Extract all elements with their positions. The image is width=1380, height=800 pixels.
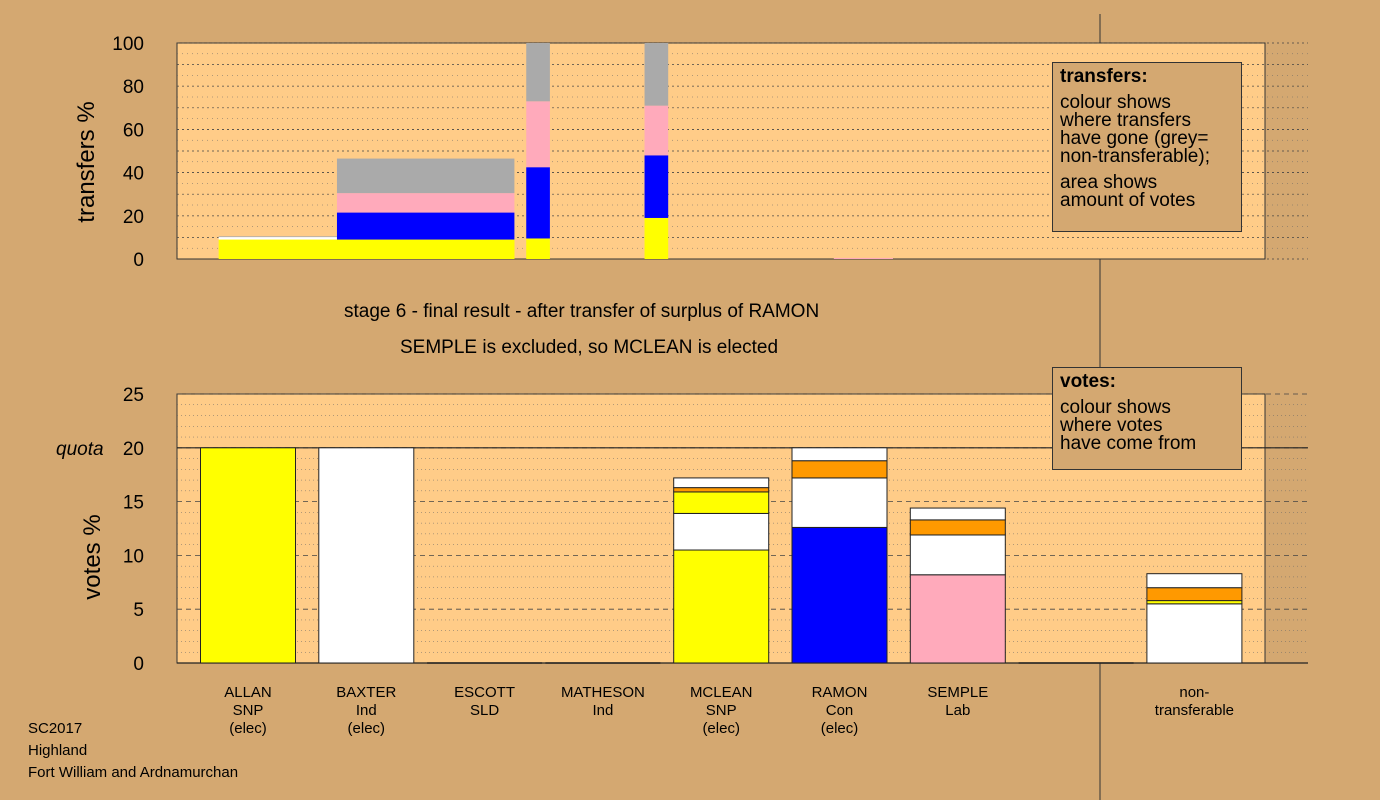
votes-y-tick-label: 0 xyxy=(133,654,144,675)
category-label: SEMPLE xyxy=(927,684,988,701)
category-label: SNP xyxy=(233,702,264,719)
footer-ward: Fort William and Ardnamurchan xyxy=(28,764,239,781)
category-label: Ind xyxy=(356,702,377,719)
transfer-bar-segment xyxy=(526,238,550,259)
vote-bar-segment xyxy=(791,460,888,479)
transfers-y-axis-label: transfers % xyxy=(73,101,100,222)
vote-bar-segment xyxy=(1146,573,1243,589)
vote-bar-segment xyxy=(673,491,770,514)
vote-bar-segment xyxy=(200,447,296,664)
category-label: RAMON xyxy=(812,684,868,701)
vote-bar-segment xyxy=(909,574,1006,664)
vote-bar-segment xyxy=(909,534,1006,576)
category-label: (elec) xyxy=(229,720,267,737)
transfer-bar-segment xyxy=(644,105,669,156)
vote-bar-segment xyxy=(791,447,888,462)
vote-bar-segment xyxy=(1146,603,1243,664)
category-label: non- xyxy=(1179,684,1209,701)
votes-y-tick-label: 15 xyxy=(123,493,144,514)
category-label: MCLEAN xyxy=(690,684,753,701)
transfer-bar-segment xyxy=(336,212,515,240)
vote-bar-segment xyxy=(673,549,770,664)
transfer-bar-segment xyxy=(336,193,515,213)
category-label: SNP xyxy=(706,702,737,719)
transfer-bar-segment xyxy=(644,217,669,259)
votes-y-tick-label: 20 xyxy=(123,439,144,460)
category-label: Lab xyxy=(945,702,970,719)
legend-transfers: transfers: colour shows where transfers … xyxy=(1052,62,1242,232)
votes-y-axis-label: votes % xyxy=(79,514,106,599)
vote-bar-segment xyxy=(1146,587,1243,602)
transfer-bar-segment xyxy=(833,257,893,259)
legend-transfers-line: where transfers xyxy=(1060,110,1191,131)
transfer-bar-segment xyxy=(526,43,550,102)
transfers-y-tick-label: 80 xyxy=(123,77,144,98)
transfers-y-tick-label: 100 xyxy=(112,34,144,55)
footer-election: SC2017 xyxy=(28,720,83,737)
legend-votes-line: colour shows xyxy=(1060,397,1171,418)
quota-label: quota xyxy=(56,439,104,460)
legend-votes-title: votes: xyxy=(1060,371,1116,392)
legend-transfers-title: transfers: xyxy=(1060,66,1148,87)
outcome-caption: SEMPLE is excluded, so MCLEAN is elected xyxy=(400,337,779,358)
vote-bar-segment xyxy=(909,507,1006,521)
legend-transfers-line: have gone (grey= xyxy=(1060,128,1209,149)
legend-transfers-line: area shows xyxy=(1060,172,1158,193)
legend-transfers-line: colour shows xyxy=(1060,92,1171,113)
category-label: SLD xyxy=(470,702,499,719)
category-label: (elec) xyxy=(348,720,386,737)
category-label: MATHESON xyxy=(561,684,645,701)
footer-council: Highland xyxy=(28,742,88,759)
vote-bar-segment xyxy=(673,487,770,493)
transfer-bar-segment xyxy=(336,239,515,259)
category-label: transferable xyxy=(1155,702,1234,719)
category-label: Con xyxy=(826,702,854,719)
legend-votes: votes: colour shows where votes have com… xyxy=(1052,367,1242,470)
category-label: (elec) xyxy=(702,720,740,737)
vote-bar-segment xyxy=(318,447,415,664)
transfer-bar-segment xyxy=(644,155,669,218)
votes-y-tick-label: 10 xyxy=(123,546,144,567)
category-label: BAXTER xyxy=(336,684,396,701)
legend-transfers-line: amount of votes xyxy=(1060,190,1196,211)
category-label: (elec) xyxy=(821,720,859,737)
transfer-bar-segment xyxy=(526,101,550,168)
vote-bar-segment xyxy=(673,477,770,489)
transfers-y-tick-label: 0 xyxy=(133,250,144,271)
votes-y-tick-label: 25 xyxy=(123,385,144,406)
vote-bar-segment xyxy=(673,512,770,551)
stage-caption: stage 6 - final result - after transfer … xyxy=(344,301,820,322)
category-label: ESCOTT xyxy=(454,684,515,701)
transfers-y-tick-label: 60 xyxy=(123,120,144,141)
transfers-y-tick-label: 40 xyxy=(123,164,144,185)
votes-y-tick-label: 5 xyxy=(133,600,144,621)
legend-votes-line: where votes xyxy=(1060,415,1163,436)
legend-votes-line: have come from xyxy=(1060,433,1197,454)
category-label: ALLAN xyxy=(224,684,272,701)
transfer-bar-segment xyxy=(526,167,550,239)
vote-bar-segment xyxy=(791,477,888,528)
transfer-bar-segment xyxy=(336,158,515,194)
legend-transfers-line: non-transferable); xyxy=(1060,146,1210,167)
transfers-y-tick-label: 20 xyxy=(123,207,144,228)
category-label: Ind xyxy=(592,702,613,719)
vote-bar-segment xyxy=(909,519,1006,536)
transfer-bar-segment xyxy=(644,43,669,106)
vote-bar-segment xyxy=(791,526,888,664)
